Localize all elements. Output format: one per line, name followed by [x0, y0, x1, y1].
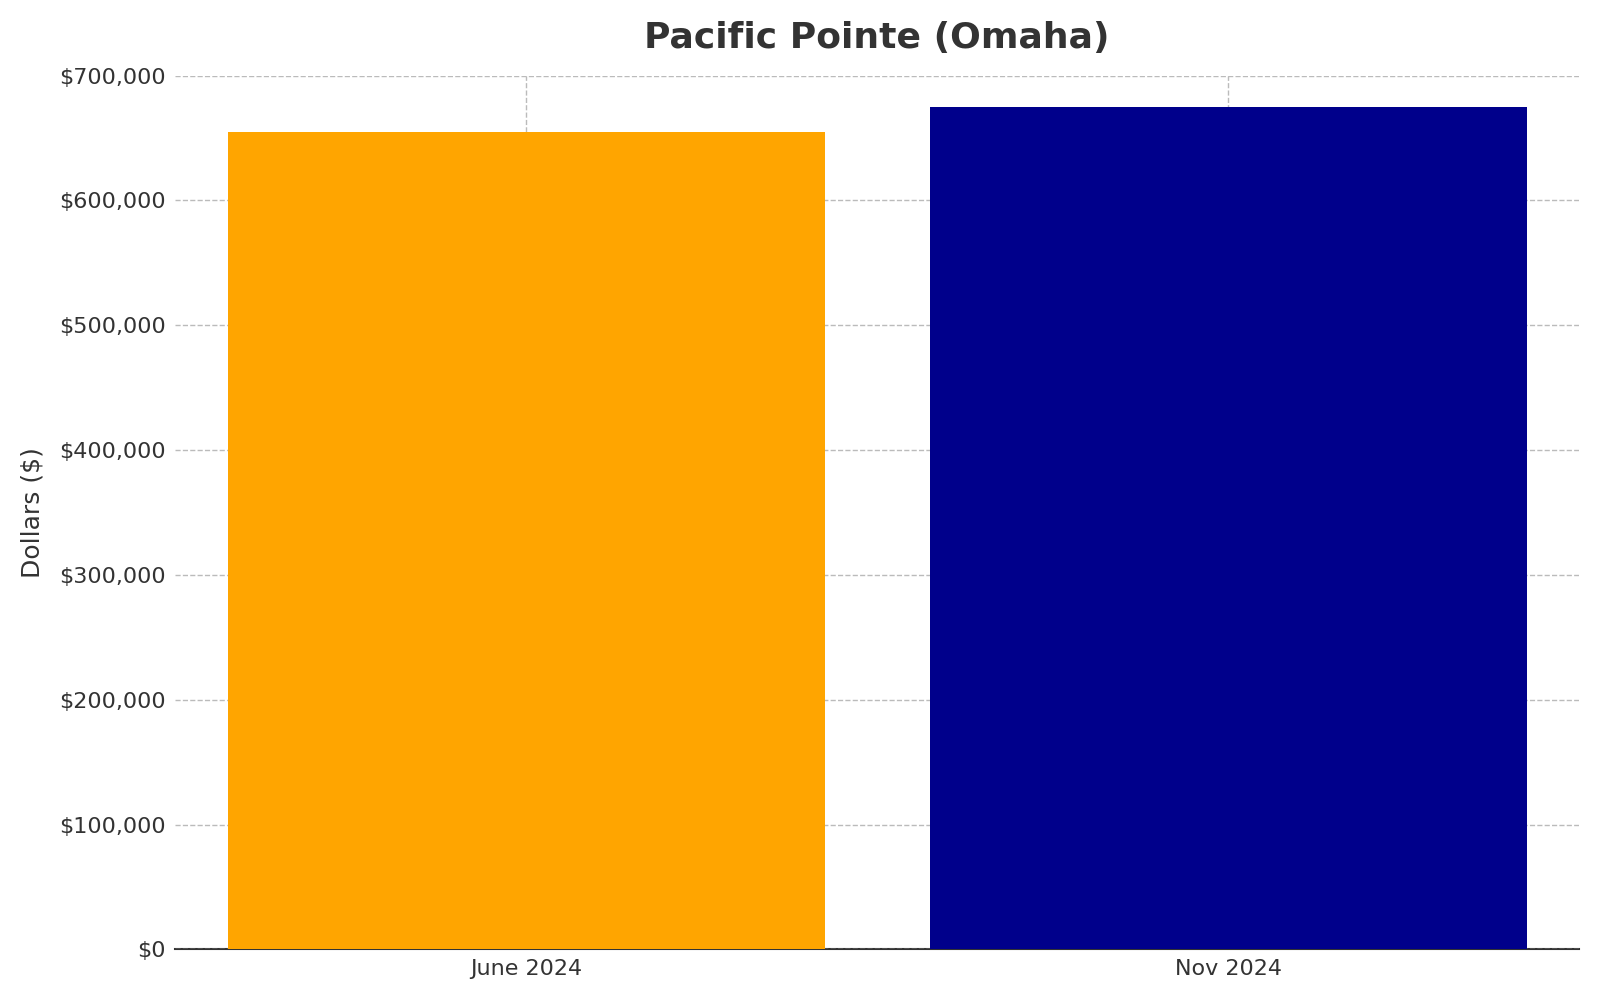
- Y-axis label: Dollars ($): Dollars ($): [21, 447, 45, 578]
- Title: Pacific Pointe (Omaha): Pacific Pointe (Omaha): [645, 21, 1110, 55]
- Bar: [930, 107, 1526, 949]
- Bar: [227, 132, 824, 949]
